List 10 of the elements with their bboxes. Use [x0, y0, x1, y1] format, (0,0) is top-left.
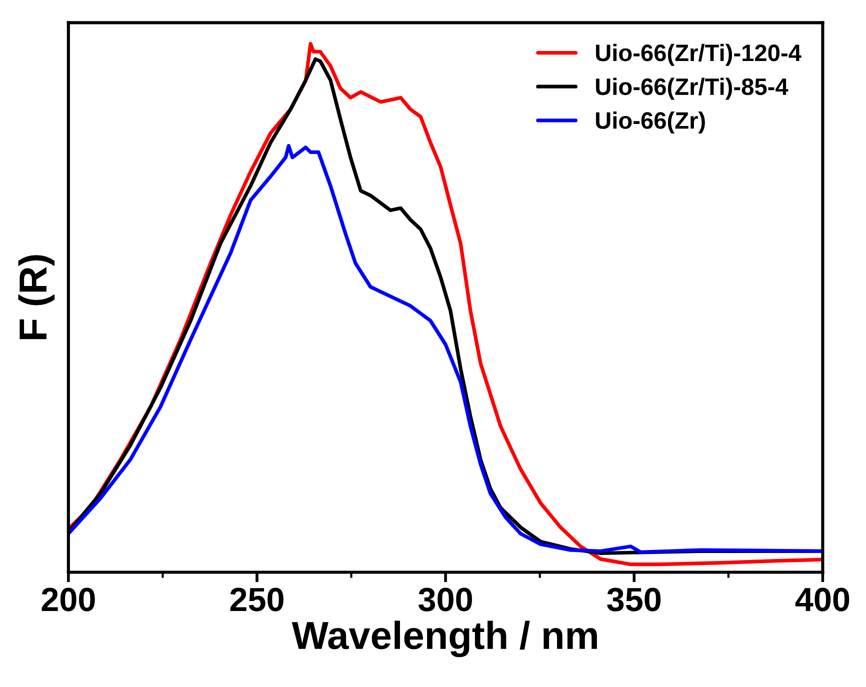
x-axis-title: Wavelength / nm	[292, 620, 597, 658]
x-tick-label: 300	[418, 588, 472, 612]
x-tick-label: 200	[42, 588, 95, 612]
x-tick-label: 400	[795, 588, 850, 612]
x-tick-label: 350	[607, 588, 661, 612]
x-tick-label: 250	[230, 588, 284, 612]
legend-label: Uio-66(Zr/Ti)-120-4	[596, 44, 802, 66]
y-axis-title: F (R)	[18, 255, 55, 340]
legend-label: Uio-66(Zr)	[596, 112, 705, 134]
legend-label: Uio-66(Zr/Ti)-85-4	[596, 78, 788, 100]
